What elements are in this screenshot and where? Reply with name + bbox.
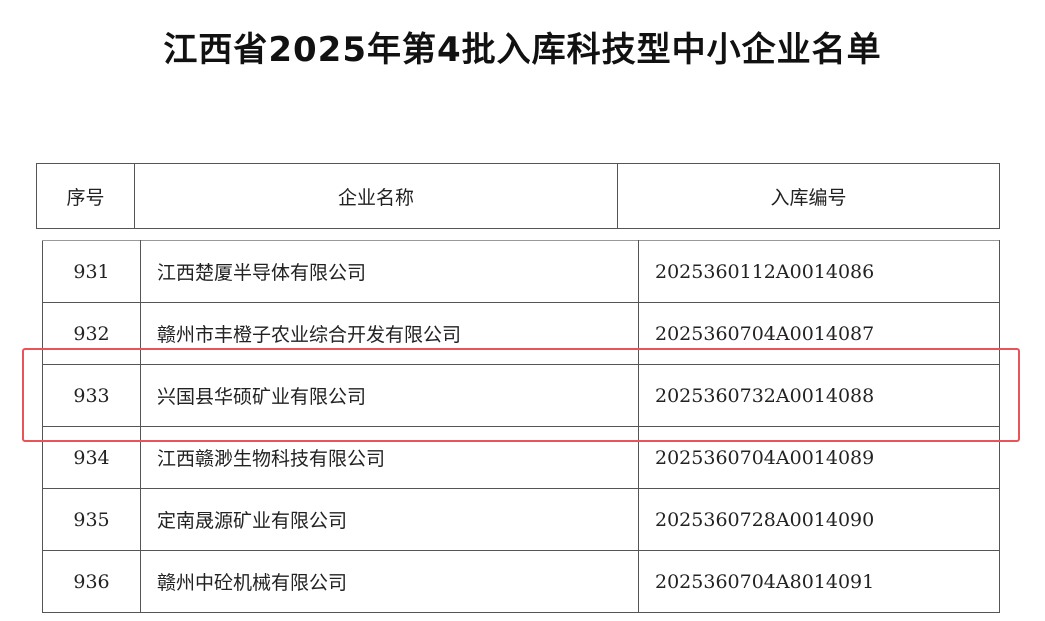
table-row: 934 江西赣渺生物科技有限公司 2025360704A0014089 [42,426,1000,489]
row-index: 932 [42,302,141,365]
table-row: 931 江西楚厦半导体有限公司 2025360112A0014086 [42,240,1000,303]
row-index: 934 [42,426,141,489]
registration-id: 2025360112A0014086 [638,240,1000,303]
table-row: 933 兴国县华硕矿业有限公司 2025360732A0014088 [42,364,1000,427]
column-header-company: 企业名称 [134,163,618,229]
row-index: 935 [42,488,141,551]
highlight-box [22,348,1020,442]
company-name: 定南晟源矿业有限公司 [140,488,639,551]
row-index: 936 [42,550,141,613]
company-table: 931 江西楚厦半导体有限公司 2025360112A0014086 932 赣州市丰橙… [42,240,1000,613]
company-name: 赣州中砼机械有限公司 [140,550,639,613]
row-index: 933 [42,364,141,427]
registration-id: 2025360704A8014091 [638,550,1000,613]
column-header-index: 序号 [36,163,135,229]
company-name: 江西赣渺生物科技有限公司 [140,426,639,489]
column-header-id: 入库编号 [617,163,1000,229]
registration-id: 2025360704A0014087 [638,302,1000,365]
table-row: 932 赣州市丰橙子农业综合开发有限公司 2025360704A0014087 [42,302,1000,365]
table-header: 序号 企业名称 入库编号 [36,163,1000,229]
table-row: 935 定南晟源矿业有限公司 2025360728A0014090 [42,488,1000,551]
registration-id: 2025360728A0014090 [638,488,1000,551]
registration-id: 2025360732A0014088 [638,364,1000,427]
company-name: 江西楚厦半导体有限公司 [140,240,639,303]
company-name: 赣州市丰橙子农业综合开发有限公司 [140,302,639,365]
row-index: 931 [42,240,141,303]
page-title: 江西省2025年第4批入库科技型中小企业名单 [163,30,882,70]
registration-id: 2025360704A0014089 [638,426,1000,489]
table-row: 936 赣州中砼机械有限公司 2025360704A8014091 [42,550,1000,613]
company-name: 兴国县华硕矿业有限公司 [140,364,639,427]
